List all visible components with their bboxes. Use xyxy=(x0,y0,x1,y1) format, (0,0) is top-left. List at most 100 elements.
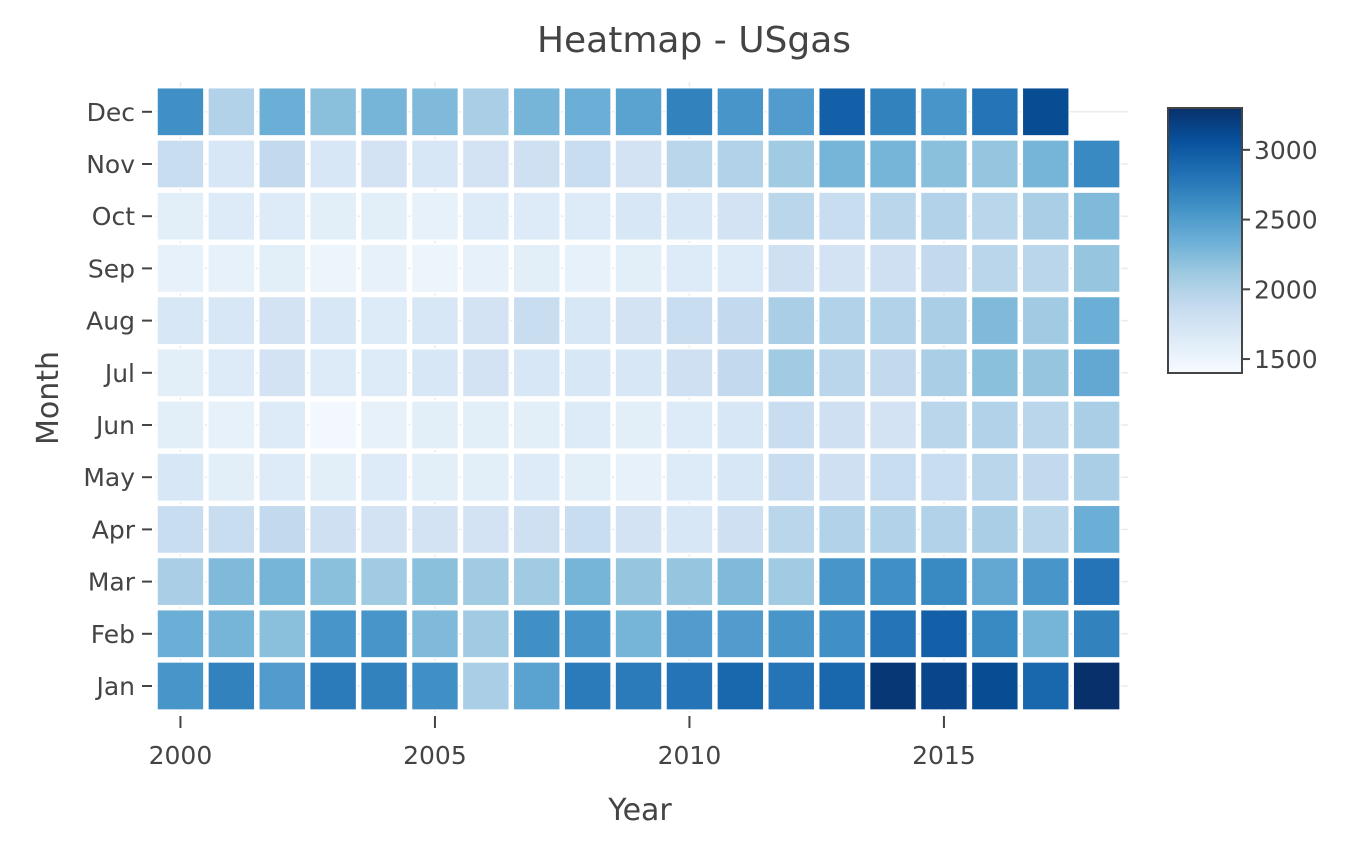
heatmap-cell xyxy=(614,295,663,346)
heatmap-cell xyxy=(868,347,918,398)
heatmap-cell xyxy=(767,556,816,607)
heatmap-cell xyxy=(207,295,256,346)
heatmap-cell xyxy=(614,191,663,242)
heatmap-cell xyxy=(614,661,663,711)
heatmap-cell xyxy=(207,139,256,189)
heatmap-cell xyxy=(563,661,612,711)
heatmap-cell xyxy=(512,295,561,346)
heatmap-cell xyxy=(461,191,511,242)
heatmap-cell xyxy=(614,243,663,294)
heatmap-cell xyxy=(1021,452,1070,503)
heatmap-cell xyxy=(359,556,409,607)
heatmap-cell xyxy=(970,608,1020,659)
heatmap-cell xyxy=(258,139,307,189)
heatmap-cell xyxy=(156,661,205,711)
heatmap-cell xyxy=(919,608,969,659)
heatmap-cell xyxy=(410,295,460,346)
chart-title: Heatmap - USgas xyxy=(537,20,851,61)
heatmap-cell xyxy=(716,86,765,137)
heatmap-cell xyxy=(461,400,511,450)
heatmap-cell xyxy=(716,608,765,659)
heatmap-cell xyxy=(817,86,867,137)
heatmap-cell xyxy=(512,661,561,711)
heatmap-cell xyxy=(817,347,867,398)
heatmap-cell xyxy=(1021,295,1070,346)
heatmap-cell xyxy=(461,139,511,189)
heatmap-cell xyxy=(207,347,256,398)
heatmap-cell xyxy=(868,400,918,450)
heatmap-cell xyxy=(563,243,612,294)
heatmap-cell xyxy=(563,504,612,555)
heatmap-cell xyxy=(359,139,409,189)
heatmap-cell xyxy=(461,295,511,346)
y-tick-label: Nov xyxy=(86,150,135,179)
heatmap-cell xyxy=(970,139,1020,189)
heatmap-cell xyxy=(308,504,358,555)
heatmap-cell xyxy=(970,556,1020,607)
heatmap-cell xyxy=(308,556,358,607)
heatmap-cell xyxy=(1072,243,1121,294)
heatmap-cell xyxy=(614,556,663,607)
heatmap-cell xyxy=(817,452,867,503)
heatmap-cell xyxy=(258,347,307,398)
heatmap-cell xyxy=(563,86,612,137)
heatmap-cell xyxy=(614,452,663,503)
y-tick-label: Jan xyxy=(94,672,135,701)
heatmap-cell xyxy=(970,191,1020,242)
heatmap-cell xyxy=(716,661,765,711)
heatmap-cell xyxy=(258,556,307,607)
heatmap-cell xyxy=(767,347,816,398)
heatmap-cell xyxy=(512,86,561,137)
heatmap-cell xyxy=(512,347,561,398)
heatmap-cell xyxy=(563,608,612,659)
heatmap-cell xyxy=(868,243,918,294)
heatmap-cell xyxy=(919,661,969,711)
heatmap-cell xyxy=(868,86,918,137)
heatmap-cell xyxy=(156,191,205,242)
heatmap-cell xyxy=(1021,661,1070,711)
heatmap-cell xyxy=(410,191,460,242)
heatmap-cell xyxy=(716,347,765,398)
heatmap-cell xyxy=(563,191,612,242)
heatmap-cell xyxy=(716,139,765,189)
heatmap-cell xyxy=(410,452,460,503)
heatmap-cell xyxy=(563,139,612,189)
heatmap-cell xyxy=(258,400,307,450)
heatmap-cell xyxy=(258,243,307,294)
heatmap-cell xyxy=(767,243,816,294)
heatmap-cell xyxy=(665,243,714,294)
y-tick-label: Sep xyxy=(88,254,135,283)
x-tick-label: 2000 xyxy=(149,741,213,770)
heatmap-cell xyxy=(716,452,765,503)
heatmap-cell xyxy=(614,504,663,555)
heatmap-cell xyxy=(919,556,969,607)
y-tick-label: Oct xyxy=(92,202,135,231)
heatmap-cell xyxy=(512,191,561,242)
heatmap-cell xyxy=(156,295,205,346)
heatmap-cell xyxy=(359,608,409,659)
heatmap-cell xyxy=(563,295,612,346)
heatmap-cells xyxy=(156,86,1121,711)
heatmap-cell xyxy=(817,243,867,294)
heatmap-cell xyxy=(614,608,663,659)
y-tick-label: Jul xyxy=(103,359,135,388)
heatmap-cell xyxy=(410,139,460,189)
heatmap-cell xyxy=(614,347,663,398)
heatmap-cell xyxy=(817,556,867,607)
heatmap-cell xyxy=(1021,347,1070,398)
heatmap-cell xyxy=(817,295,867,346)
heatmap-cell xyxy=(156,452,205,503)
heatmap-cell xyxy=(614,139,663,189)
heatmap-cell xyxy=(1021,86,1070,137)
heatmap-cell xyxy=(970,295,1020,346)
colorbar-tick-label: 1500 xyxy=(1254,345,1318,374)
y-tick-label: Apr xyxy=(92,515,136,544)
heatmap-cell xyxy=(817,661,867,711)
x-tick-label: 2015 xyxy=(912,741,976,770)
heatmap-cell xyxy=(1072,504,1121,555)
heatmap-cell xyxy=(767,452,816,503)
heatmap-cell xyxy=(767,661,816,711)
heatmap-cell xyxy=(359,504,409,555)
heatmap-cell xyxy=(665,504,714,555)
heatmap-cell xyxy=(258,661,307,711)
